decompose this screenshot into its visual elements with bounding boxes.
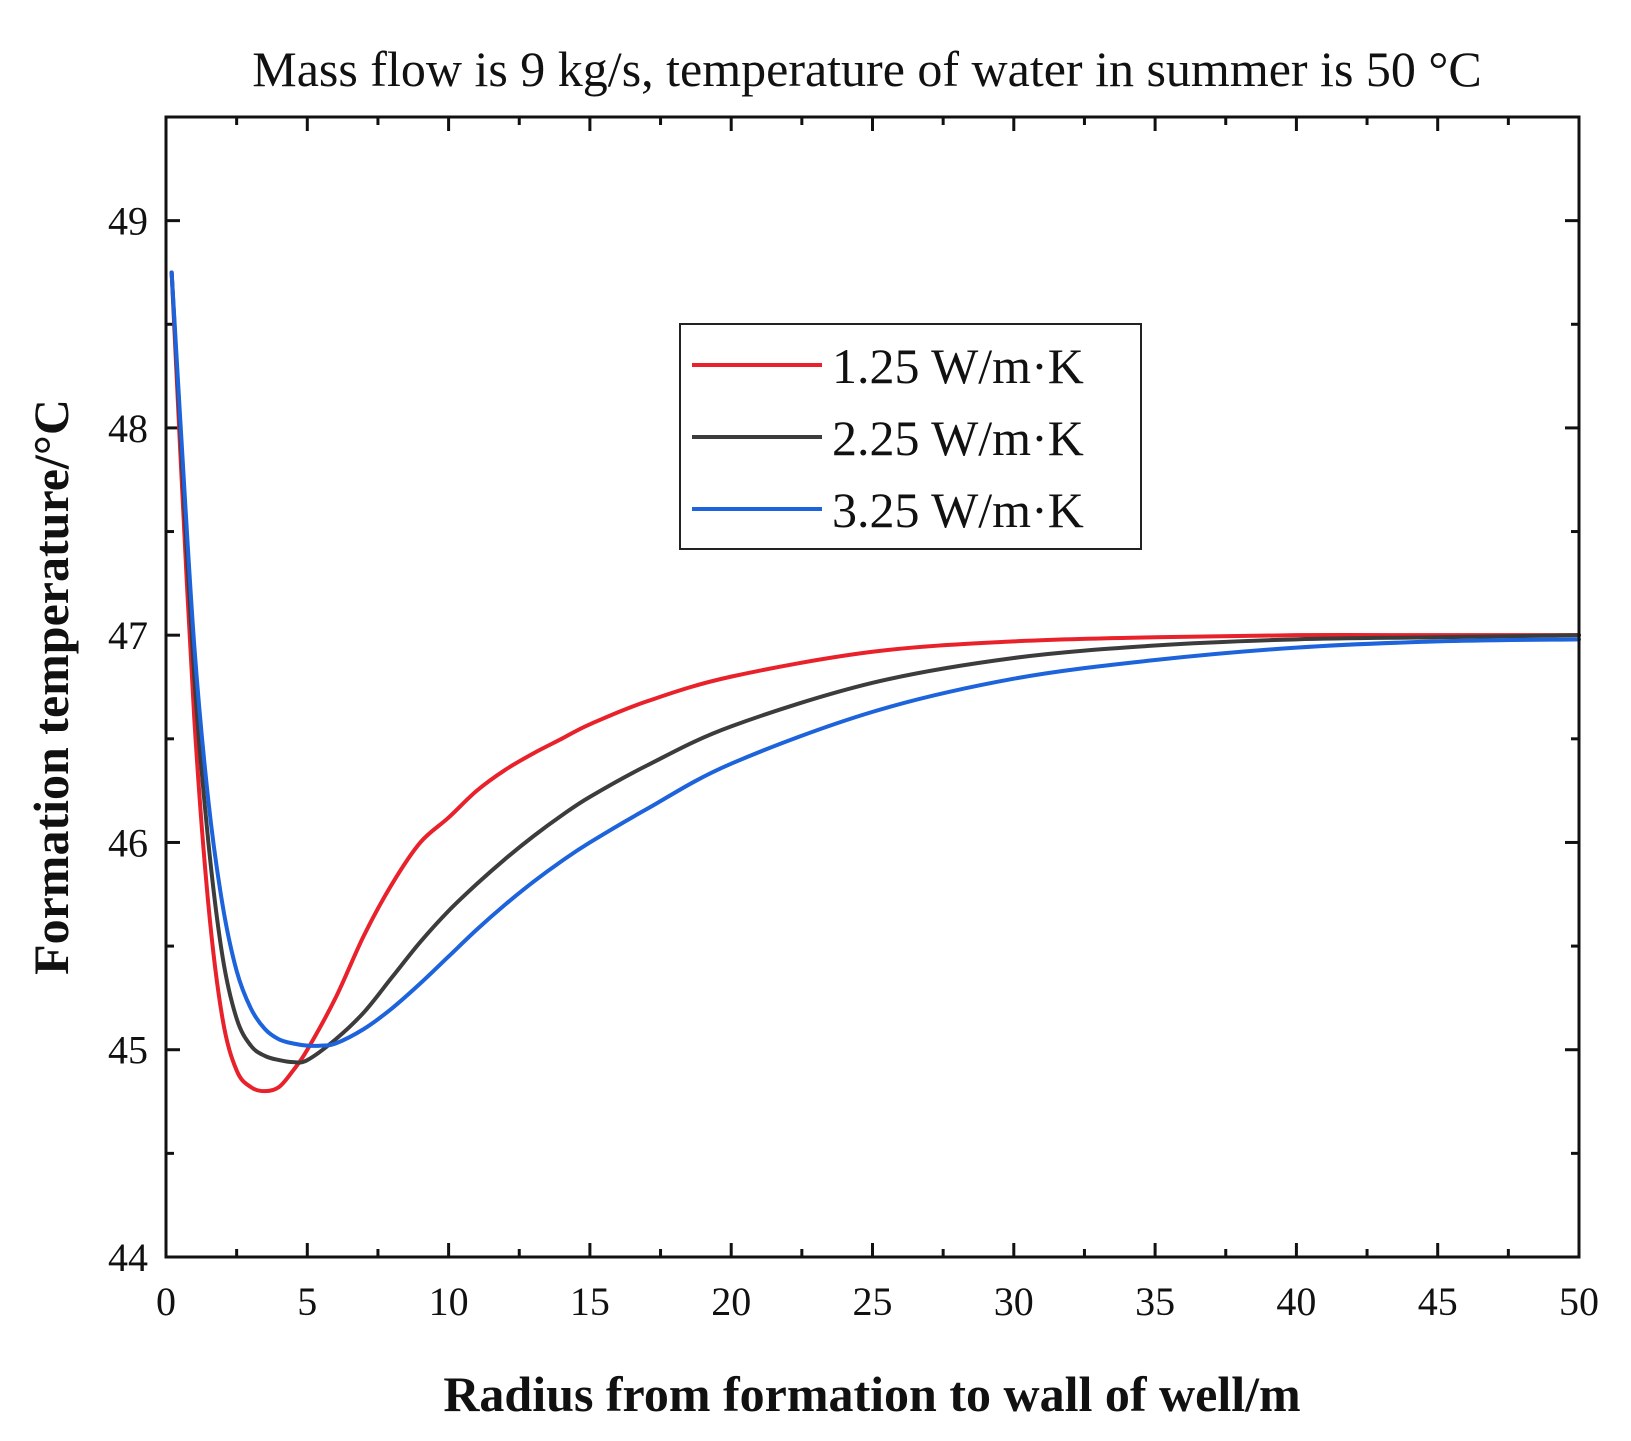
x-tick-label: 30 xyxy=(994,1279,1034,1324)
legend: 1.25 W/m·K 2.25 W/m·K 3.25 W/m·K xyxy=(679,323,1142,550)
x-tick-label: 20 xyxy=(711,1279,751,1324)
series-line-1 xyxy=(169,270,1581,1094)
legend-label-1: 1.25 W/m·K xyxy=(832,338,1084,394)
x-tick-label: 35 xyxy=(1135,1279,1175,1324)
x-tick-label: 10 xyxy=(429,1279,469,1324)
y-tick-label: 49 xyxy=(108,199,148,244)
y-tick-label: 48 xyxy=(108,406,148,451)
x-tick-label: 25 xyxy=(853,1279,893,1324)
series-line-3 xyxy=(169,270,1581,1048)
y-axis-label: Formation temperature/°C xyxy=(23,399,79,975)
x-tick-label: 15 xyxy=(570,1279,610,1324)
x-tick-label: 5 xyxy=(297,1279,317,1324)
legend-label-3: 3.25 W/m·K xyxy=(832,482,1084,538)
axis-ticks xyxy=(164,115,1581,1259)
x-tick-label: 0 xyxy=(156,1279,176,1324)
legend-label-2: 2.25 W/m·K xyxy=(832,410,1084,466)
series-line-2 xyxy=(169,270,1581,1065)
x-tick-label: 50 xyxy=(1559,1279,1599,1324)
x-axis-label: Radius from formation to wall of well/m xyxy=(443,1366,1300,1422)
chart-title: Mass flow is 9 kg/s, temperature of wate… xyxy=(252,41,1482,97)
y-tick-label: 47 xyxy=(108,613,148,658)
axis-tick-labels: 0 5 10 15 20 25 30 35 40 45 50 44 45 46 47 48 49 xyxy=(108,199,1599,1324)
plot-lines xyxy=(169,270,1581,1094)
plot-area-frame xyxy=(164,115,1581,1259)
y-tick-label: 45 xyxy=(108,1028,148,1073)
y-tick-label: 46 xyxy=(108,820,148,865)
x-tick-label: 45 xyxy=(1418,1279,1458,1324)
y-tick-label: 44 xyxy=(108,1235,148,1280)
x-tick-label: 40 xyxy=(1276,1279,1316,1324)
